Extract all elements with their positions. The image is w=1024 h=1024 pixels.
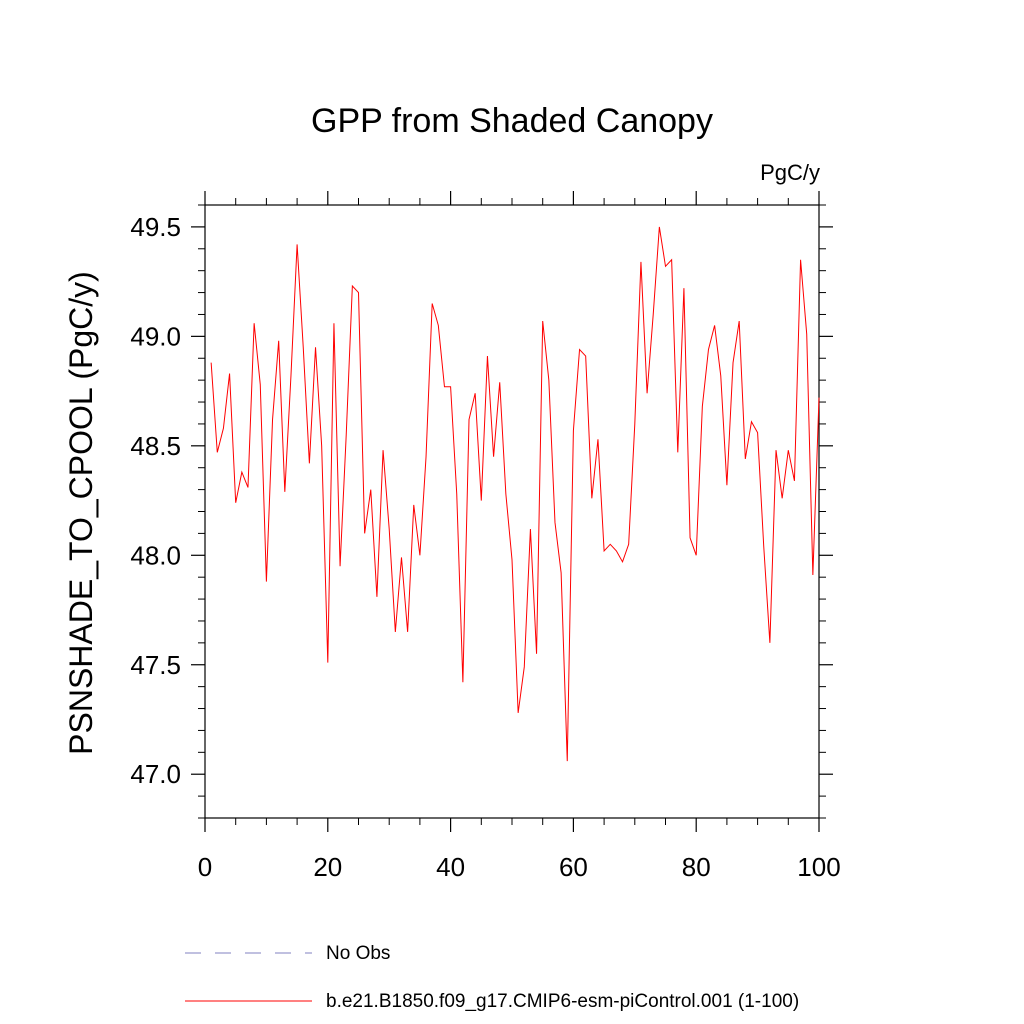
x-tick-label: 20 — [313, 852, 342, 882]
y-tick-labels: 47.0 47.5 48.0 48.5 49.0 49.5 — [130, 212, 181, 789]
x-tick-label: 80 — [682, 852, 711, 882]
legend-model-label: b.e21.B1850.f09_g17.CMIP6-esm-piControl.… — [326, 991, 799, 1012]
units-label: PgC/y — [760, 160, 820, 185]
y-tick-label: 48.5 — [130, 431, 181, 461]
legend: No Obs b.e21.B1850.f09_g17.CMIP6-esm-piC… — [185, 943, 799, 1012]
x-tick-label: 100 — [797, 852, 840, 882]
y-tick-label: 49.5 — [130, 212, 181, 242]
x-tick-labels: 0 20 40 60 80 100 — [198, 852, 841, 882]
x-tick-label: 40 — [436, 852, 465, 882]
y-axis-label: PSNSHADE_TO_CPOOL (PgC/y) — [63, 271, 99, 755]
legend-no-obs-label: No Obs — [326, 943, 390, 964]
y-tick-label: 47.5 — [130, 650, 181, 680]
axis-ticks — [191, 191, 833, 832]
y-tick-label: 48.0 — [130, 540, 181, 570]
y-tick-label: 49.0 — [130, 321, 181, 351]
series-line — [210, 226, 820, 762]
x-tick-label: 0 — [198, 852, 212, 882]
plot-frame — [204, 204, 820, 819]
y-tick-label: 47.0 — [130, 759, 181, 789]
chart-title: GPP from Shaded Canopy — [311, 102, 713, 140]
series-lines — [210, 226, 820, 762]
x-tick-label: 60 — [559, 852, 588, 882]
